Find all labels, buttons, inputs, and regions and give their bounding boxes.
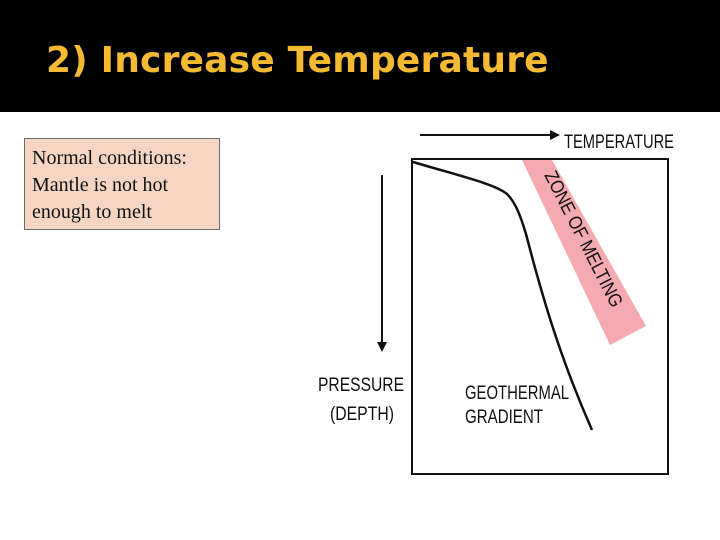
pressure-label: PRESSURE	[318, 375, 404, 396]
title-bar: 2) Increase Temperature	[0, 0, 720, 112]
slide-title: 2) Increase Temperature	[46, 40, 549, 81]
temperature-label: TEMPERATURE	[564, 132, 674, 153]
geotherm-diagram-svg: TEMPERATURE PRESSURE (DEPTH) ZONE OF MEL…	[318, 130, 674, 475]
melting-zone-label: ZONE OF MELTING	[540, 168, 627, 311]
note-line-2: Mantle is not hot	[32, 174, 169, 196]
depth-label: (DEPTH)	[330, 404, 394, 425]
geothermal-gradient-curve	[412, 160, 594, 431]
geotherm-diagram: TEMPERATURE PRESSURE (DEPTH) ZONE OF MEL…	[300, 118, 700, 488]
geotherm-label-line2: GRADIENT	[465, 407, 543, 428]
plot-frame	[411, 158, 669, 475]
note-box: Normal conditions: Mantle is not hot eno…	[24, 138, 220, 230]
geotherm-label-line1: GEOTHERMAL	[465, 383, 569, 404]
note-line-3: enough to melt	[32, 201, 152, 223]
note-line-1: Normal conditions:	[32, 147, 187, 169]
melting-zone	[522, 160, 646, 345]
